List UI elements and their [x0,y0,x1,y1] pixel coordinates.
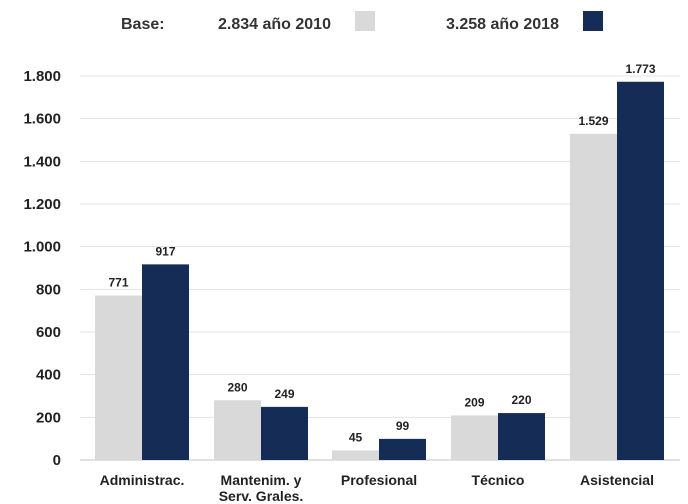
y-tick-label: 1.200 [23,196,61,213]
bar-value-label: 280 [227,380,247,394]
legend-2010-swatch [355,11,375,31]
legend-2018-swatch [583,11,603,31]
bar-2018 [142,264,189,460]
bar-2018 [379,438,426,460]
legend-base-label: Base: [121,16,165,33]
x-category-label: Administrac. [100,472,185,488]
bar-value-label: 771 [108,276,128,290]
y-tick-label: 200 [36,409,61,426]
bar-2010 [95,295,142,460]
bar-2010 [451,415,498,460]
bar-2010 [332,450,379,460]
y-tick-label: 1.600 [23,111,61,128]
x-category-label: Técnico [472,472,525,488]
legend-2018-label: 3.258 año 2018 [446,16,559,33]
value-labels: 771 917 280 249 45 99 209 220 1.529 1.773 [108,62,655,445]
y-tick-label: 600 [36,324,61,341]
bar-2010 [214,400,261,460]
x-category-label: Serv. Grales. [219,488,304,504]
bars [95,81,664,460]
bar-value-label: 209 [464,395,484,409]
y-tick-label: 1.400 [23,153,61,170]
bar-value-label: 249 [274,387,294,401]
y-tick-label: 1.000 [23,239,61,256]
x-category-label: Asistencial [580,472,654,488]
y-tick-label: 400 [36,367,61,384]
x-category-label: Profesional [341,472,417,488]
legend-2010-label: 2.834 año 2010 [218,16,331,33]
bar-value-label: 1.529 [578,114,608,128]
bar-2010 [570,133,617,460]
y-axis: 0 200 400 600 800 1.000 1.200 1.400 1.600 1.800 [23,68,61,469]
bar-2018 [261,406,308,460]
y-tick-label: 1.800 [23,68,61,85]
y-tick-label: 0 [53,452,61,469]
bar-2018 [498,413,545,460]
bar-value-label: 99 [396,419,410,433]
legend: Base: 2.834 año 2010 3.258 año 2018 [121,11,603,33]
bar-2018 [617,81,664,460]
bar-value-label: 1.773 [625,62,655,76]
bar-value-label: 45 [349,430,363,444]
x-category-label: Mantenim. y [221,472,302,488]
bar-value-label: 220 [511,393,531,407]
y-tick-label: 800 [36,281,61,298]
bar-value-label: 917 [155,244,175,258]
